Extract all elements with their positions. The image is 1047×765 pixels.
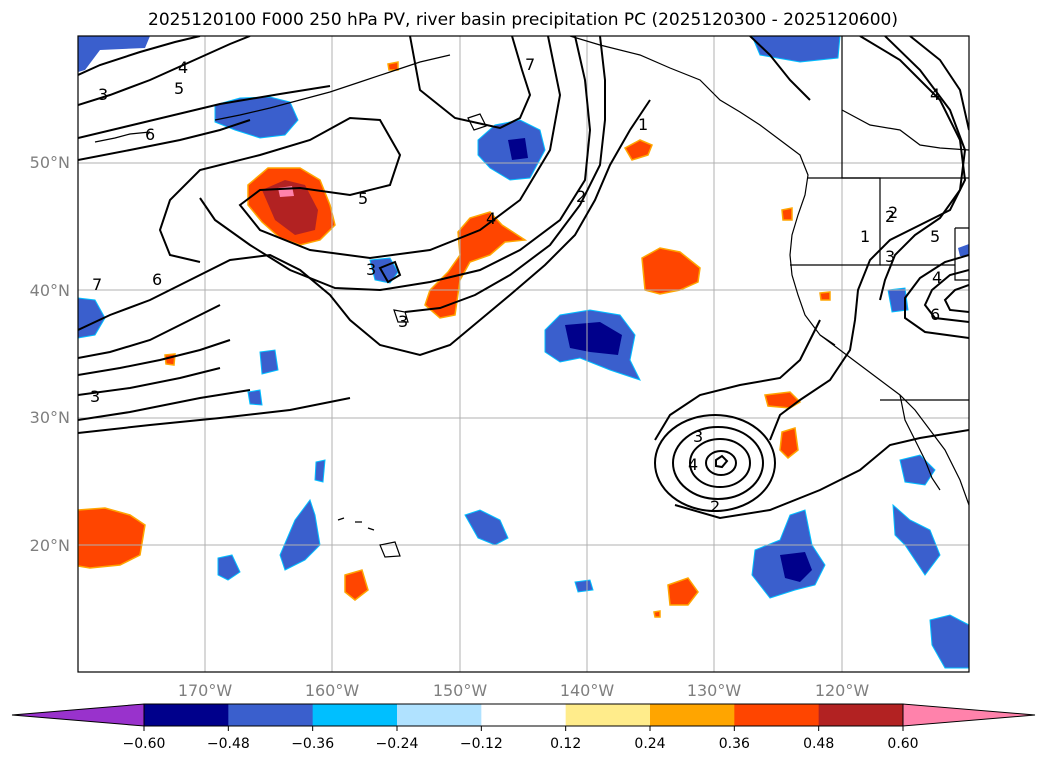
contour-label: 4 — [932, 268, 942, 287]
coastlines — [94, 36, 969, 558]
contour-label: 4 — [930, 85, 940, 104]
colorbar — [11, 703, 1036, 727]
colorbar-tick-label: −0.24 — [376, 736, 419, 752]
contour-label: 3 — [885, 247, 895, 266]
lat-label: 50°N — [30, 153, 70, 172]
colorbar-tick-label: 0.24 — [634, 736, 665, 752]
latitude-labels: 50°N 40°N 30°N 20°N — [30, 153, 70, 555]
colorbar-tick-label: −0.36 — [291, 736, 334, 752]
colorbar-tick-label: −0.48 — [207, 736, 250, 752]
colorbar-segment — [144, 704, 229, 726]
lat-label: 30°N — [30, 408, 70, 427]
contour-label: 3 — [98, 85, 108, 104]
colorbar-segment — [565, 704, 651, 726]
contour-label: 3 — [366, 260, 376, 279]
contour-label: 2 — [888, 203, 898, 222]
colorbar-tick-label: −0.60 — [123, 736, 166, 752]
contour-label: 5 — [174, 79, 184, 98]
lon-label: 130°W — [687, 681, 742, 700]
colorbar-segment — [734, 704, 820, 726]
contour-label: 2 — [885, 207, 895, 226]
contour-label: 3 — [693, 427, 703, 446]
colorbar-segment — [650, 704, 735, 726]
lon-label: 120°W — [815, 681, 870, 700]
colorbar-tick-label: 0.60 — [887, 736, 918, 752]
pv-contours — [78, 36, 969, 520]
contour-label: 4 — [486, 209, 496, 228]
contour-label: 6 — [152, 270, 162, 289]
figure-title: 2025120100 F000 250 hPa PV, river basin … — [148, 10, 898, 30]
colorbar-segment — [228, 704, 314, 726]
lon-label: 170°W — [178, 681, 233, 700]
colorbar-extend-low — [11, 703, 145, 727]
lon-label: 150°W — [433, 681, 488, 700]
contour-label: 1 — [638, 115, 648, 134]
colorbar-tick-label: 0.36 — [719, 736, 750, 752]
colorbar-segment — [481, 704, 567, 726]
precip-shading — [78, 36, 969, 669]
contour-label: 6 — [145, 125, 155, 144]
lon-label: 160°W — [305, 681, 360, 700]
colorbar-outline — [143, 703, 904, 727]
contour-label: 5 — [930, 227, 940, 246]
contour-label: 3 — [398, 312, 408, 331]
longitude-labels: 170°W 160°W 150°W 140°W 130°W 120°W — [178, 681, 870, 700]
contour-label: 2 — [576, 187, 586, 206]
pv-contour-labels: 3 4 5 6 7 5 4 2 1 7 6 3 3 3 2 4 2 1 2 3 … — [90, 55, 942, 516]
colorbar-tick-label: 0.48 — [803, 736, 834, 752]
contour-label: 7 — [525, 55, 535, 74]
lat-label: 40°N — [30, 281, 70, 300]
contour-label: 3 — [90, 387, 100, 406]
map-area: 3 4 5 6 7 5 4 2 1 7 6 3 3 3 2 4 2 1 2 3 … — [78, 36, 969, 672]
colorbar-extend-high — [902, 703, 1036, 727]
colorbar-ticks: −0.60 −0.48 −0.36 −0.24 −0.12 0.12 0.24 0.36 0.4… — [123, 726, 919, 752]
contour-label: 6 — [930, 305, 940, 324]
colorbar-segment — [818, 704, 904, 726]
contour-label: 5 — [358, 189, 368, 208]
contour-label: 2 — [710, 497, 720, 516]
colorbar-segment — [312, 704, 398, 726]
lat-label: 20°N — [30, 536, 70, 555]
colorbar-segment — [397, 704, 482, 726]
contour-label: 1 — [860, 227, 870, 246]
lon-label: 140°W — [560, 681, 615, 700]
colorbar-tick-label: −0.12 — [460, 736, 503, 752]
colorbar-tick-label: 0.12 — [550, 736, 581, 752]
contour-label: 4 — [688, 455, 698, 474]
contour-label: 7 — [92, 275, 102, 294]
map-border — [77, 35, 970, 673]
contour-label: 4 — [178, 58, 188, 77]
